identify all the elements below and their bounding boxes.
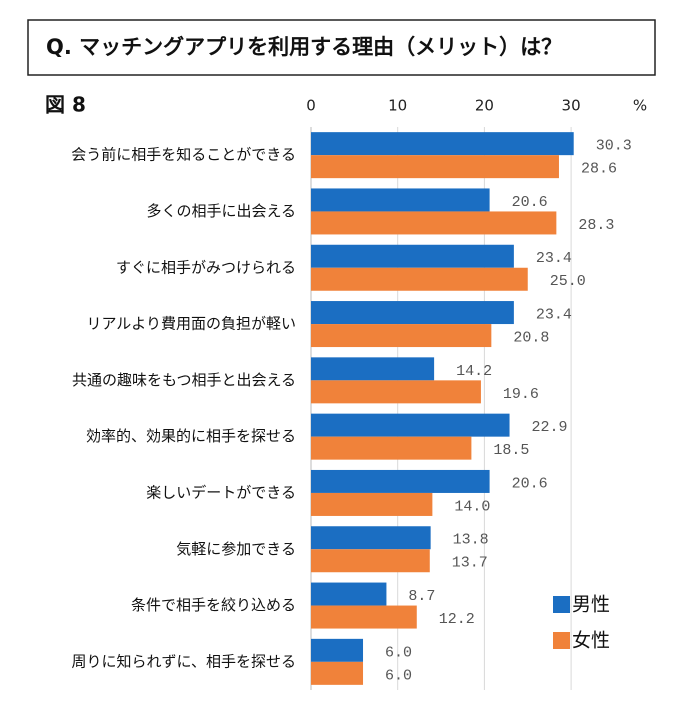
x-tick-label: 10: [388, 97, 407, 115]
value-label: 6.0: [385, 667, 412, 684]
y-tick-label: 楽しいデートができる: [146, 483, 296, 501]
value-label: 30.3: [596, 138, 632, 155]
y-tick-label: リアルより費用面の負担が軽い: [86, 315, 296, 333]
value-label: 12.2: [439, 611, 475, 628]
value-label: 22.9: [532, 419, 568, 436]
title-box: [27, 19, 656, 76]
value-label: 13.8: [453, 532, 489, 549]
bar: [311, 301, 514, 325]
bar: [311, 211, 557, 235]
value-label: 23.4: [536, 250, 572, 267]
bar: [311, 244, 514, 268]
value-label: 8.7: [408, 588, 435, 605]
chart-title: Q. マッチングアプリを利用する理由（メリット）は？: [46, 35, 562, 59]
legend-label: 女性: [572, 630, 610, 652]
bar: [311, 155, 559, 179]
bar: [311, 188, 490, 212]
bar: [311, 492, 433, 516]
y-tick-label: 効率的、効果的に相手を探せる: [86, 427, 296, 445]
value-label: 20.6: [512, 194, 548, 211]
y-tick-label: 共通の趣味をもつ相手と出会える: [72, 371, 296, 389]
bar: [311, 436, 472, 460]
bar: [311, 469, 490, 493]
legend-swatch: [553, 596, 570, 613]
bar: [311, 526, 431, 550]
bar: [311, 380, 481, 404]
legend-swatch: [553, 632, 570, 649]
y-tick-label: 周りに知られずに、相手を探せる: [71, 652, 296, 670]
value-label: 20.6: [512, 475, 548, 492]
bar: [311, 357, 435, 381]
y-tick-label: すぐに相手がみつけられる: [116, 258, 296, 276]
value-label: 18.5: [493, 442, 529, 459]
bar: [311, 661, 364, 685]
y-tick-label: 気軽に参加できる: [176, 540, 296, 558]
value-label: 13.7: [452, 555, 488, 572]
bar: [311, 582, 387, 606]
x-tick-label: 20: [475, 97, 494, 115]
value-label: 20.8: [513, 330, 549, 347]
bar: [311, 132, 574, 156]
y-tick-label: 多くの相手に出会える: [146, 202, 296, 220]
bar: [311, 324, 492, 348]
bar: [311, 549, 430, 573]
y-tick-label: 会う前に相手を知ることができる: [71, 146, 296, 164]
x-tick-label: 0: [306, 97, 316, 115]
value-label: 14.2: [456, 363, 492, 380]
value-label: 6.0: [385, 644, 412, 661]
legend-label: 男性: [572, 594, 610, 616]
bar: [311, 267, 528, 291]
value-label: 19.6: [503, 386, 539, 403]
value-label: 25.0: [550, 273, 586, 290]
value-label: 14.0: [454, 498, 490, 515]
bar: [311, 605, 417, 629]
axis-unit: %: [633, 97, 647, 115]
value-label: 28.6: [581, 161, 617, 178]
bar: [311, 413, 510, 437]
value-label: 28.3: [578, 217, 614, 234]
value-label: 23.4: [536, 307, 572, 324]
y-tick-label: 条件で相手を絞り込める: [131, 596, 296, 614]
figure-label: 図 8: [45, 93, 86, 117]
bar: [311, 638, 364, 662]
x-tick-label: 30: [562, 97, 581, 115]
